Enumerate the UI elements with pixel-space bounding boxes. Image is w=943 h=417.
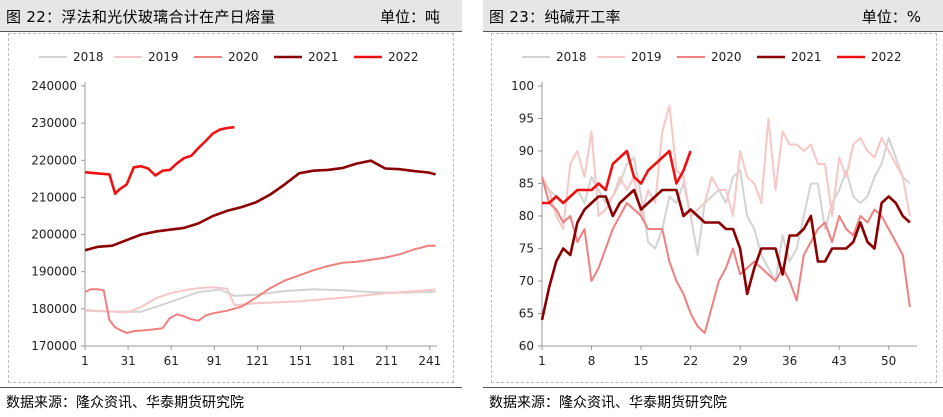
right-y-tick-label: 75 <box>519 242 534 256</box>
right-y-tick-label: 100 <box>511 79 534 93</box>
right-footer-rule <box>483 387 943 388</box>
right-y-tick-label: 65 <box>519 307 534 321</box>
left-x-tick-label: 181 <box>332 354 355 368</box>
left-y-tick-label: 180000 <box>31 302 77 316</box>
left-series-line-2021 <box>84 159 436 252</box>
right-y-tick-label: 60 <box>519 339 534 353</box>
left-series-line-2020 <box>84 244 436 334</box>
left-footer-rule <box>0 387 462 388</box>
right-chart-source: 数据来源：隆众资讯、华泰期货研究院 <box>489 395 727 411</box>
right-y-tick-label: 85 <box>519 177 534 191</box>
right-chart-header: 图 23：纯碱开工率 单位：% <box>483 0 943 31</box>
right-y-tick-label: 95 <box>519 112 534 126</box>
left-x-tick-label: 91 <box>207 354 222 368</box>
right-series-line-2021 <box>540 188 911 321</box>
left-x-tick-label: 61 <box>164 354 179 368</box>
left-x-tick-label: 31 <box>120 354 135 368</box>
left-x-tick-label: 241 <box>418 354 441 368</box>
right-x-tick-label: 15 <box>633 354 648 368</box>
left-line-chart: 170000 180000 190000 200000 210000 220000 2300… <box>31 50 441 368</box>
right-x-tick-label: 22 <box>683 354 698 368</box>
right-legend-label-2018: 2018 <box>556 50 587 64</box>
right-y-tick-label: 70 <box>519 274 534 288</box>
left-chart-header: 图 22：浮法和光伏玻璃合计在产日熔量 单位：吨 <box>0 0 462 31</box>
left-legend-label-2021: 2021 <box>308 50 339 64</box>
left-legend-label-2020: 2020 <box>228 50 259 64</box>
right-legend-label-2021: 2021 <box>791 50 822 64</box>
left-series-line-2019 <box>84 286 436 314</box>
left-legend-label-2018: 2018 <box>73 50 104 64</box>
left-y-tick-label: 210000 <box>31 190 77 204</box>
left-x-tick-label: 1 <box>81 354 89 368</box>
right-series-line-2019 <box>541 104 911 230</box>
right-y-tick-label: 90 <box>519 144 534 158</box>
right-x-tick-label: 50 <box>881 354 896 368</box>
left-chart-frame: 170000 180000 190000 200000 210000 220000 2300… <box>8 33 454 383</box>
left-x-tick-label: 151 <box>289 354 312 368</box>
left-chart-unit: 单位：吨 <box>379 8 440 26</box>
right-line-chart: 60 65 70 75 80 85 90 95 100 1 8 15 22 29 36 43 50 2018 201… <box>511 50 917 368</box>
left-x-tick-label: 211 <box>375 354 398 368</box>
left-series-line-2022 <box>84 125 235 195</box>
right-header-rule <box>483 31 943 32</box>
right-x-tick-label: 29 <box>732 354 747 368</box>
right-x-tick-label: 43 <box>832 354 847 368</box>
left-y-tick-label: 220000 <box>31 153 77 167</box>
left-chart-title: 图 22：浮法和光伏玻璃合计在产日熔量 <box>6 8 276 26</box>
right-chart-title: 图 23：纯碱开工率 <box>489 8 621 26</box>
left-legend-label-2022: 2022 <box>388 50 419 64</box>
right-legend-label-2019: 2019 <box>631 50 662 64</box>
left-y-tick-label: 200000 <box>31 228 77 242</box>
right-x-tick-label: 1 <box>538 354 546 368</box>
right-legend-label-2020: 2020 <box>711 50 742 64</box>
right-chart-frame: 60 65 70 75 80 85 90 95 100 1 8 15 22 29 36 43 50 2018 201… <box>491 33 937 383</box>
left-legend-label-2019: 2019 <box>148 50 179 64</box>
right-y-tick-label: 80 <box>519 209 534 223</box>
left-chart-source: 数据来源：隆众资讯、华泰期货研究院 <box>6 395 244 411</box>
left-y-tick-label: 230000 <box>31 116 77 130</box>
left-x-tick-label: 121 <box>246 354 269 368</box>
left-chart-panel: 图 22：浮法和光伏玻璃合计在产日熔量 单位：吨 170000 180000 190… <box>0 0 462 417</box>
right-chart-panel: 图 23：纯碱开工率 单位：% 60 65 70 75 80 85 90 95 100 1 8 15 2… <box>483 0 943 417</box>
left-y-tick-label: 170000 <box>31 339 77 353</box>
right-series-line-2018 <box>541 137 911 282</box>
right-x-tick-label: 8 <box>588 354 596 368</box>
left-header-rule <box>0 31 462 32</box>
left-y-tick-label: 240000 <box>31 79 77 93</box>
right-series-line-2022 <box>542 149 692 205</box>
left-series-line-2018 <box>84 288 436 313</box>
left-y-tick-label: 190000 <box>31 265 77 279</box>
right-series-line-2020 <box>541 176 911 334</box>
right-legend-label-2022: 2022 <box>871 50 902 64</box>
right-x-tick-label: 36 <box>782 354 797 368</box>
right-chart-unit: 单位：% <box>861 8 921 26</box>
